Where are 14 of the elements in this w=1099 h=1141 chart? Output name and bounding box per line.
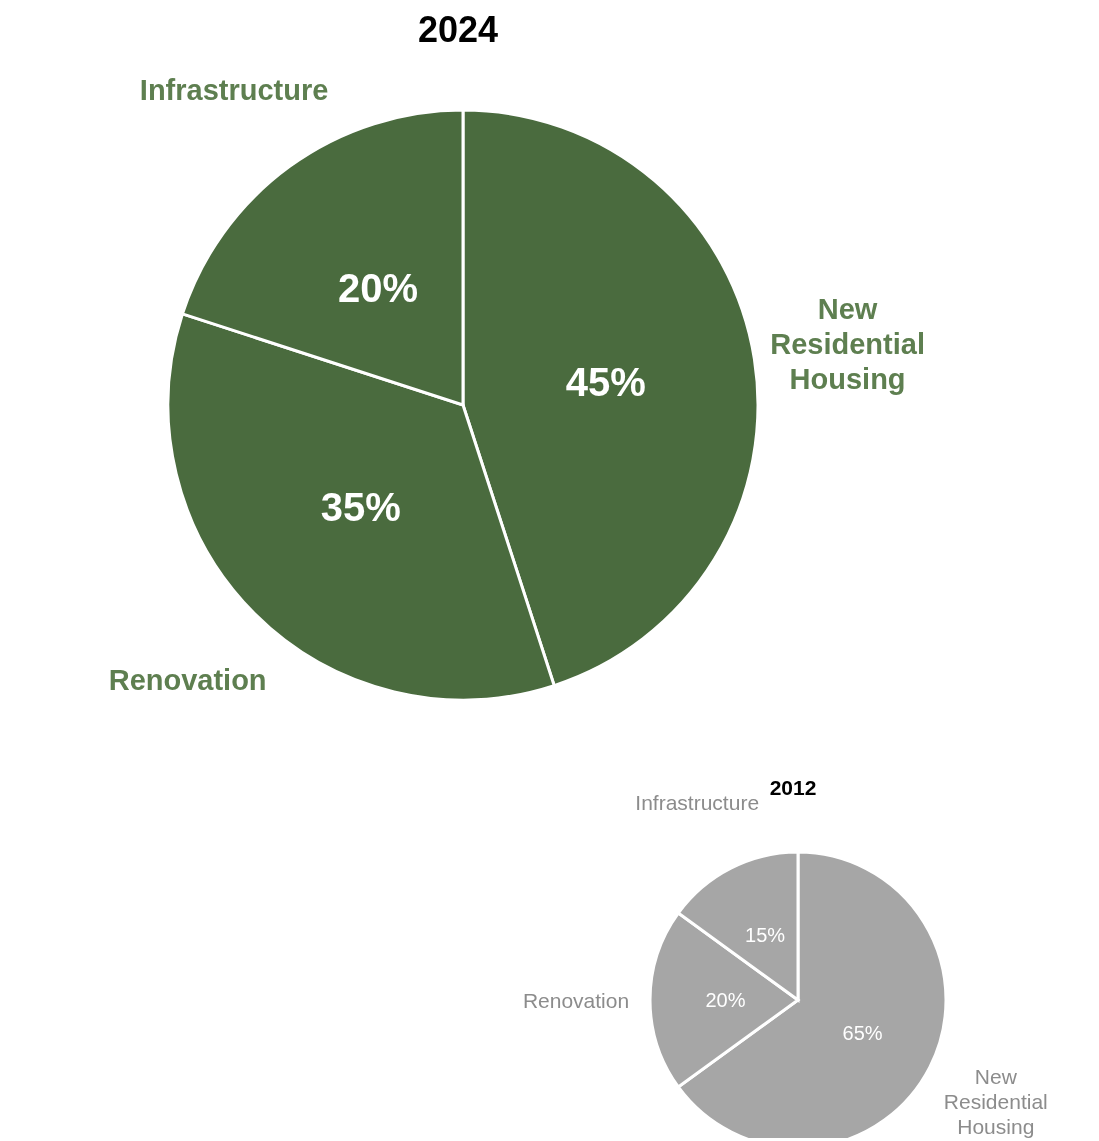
data-label: 35%: [320, 485, 401, 530]
data-label: 15%: [745, 924, 786, 947]
data-label: 65%: [842, 1021, 883, 1044]
slice-label: New Residential Housing: [770, 293, 925, 395]
slice-label: Renovation: [522, 988, 630, 1012]
slice-label: New Residential Housing: [943, 1064, 1048, 1138]
slice-label: Infrastructure: [635, 790, 760, 814]
data-label: 45%: [565, 360, 646, 405]
slice-label: Renovation: [108, 664, 267, 697]
data-label: 20%: [705, 989, 746, 1011]
slice-label: Infrastructure: [139, 73, 329, 106]
data-label: 20%: [338, 266, 419, 311]
chart-title: 2012: [769, 776, 817, 800]
chart-title: 2024: [416, 8, 500, 52]
